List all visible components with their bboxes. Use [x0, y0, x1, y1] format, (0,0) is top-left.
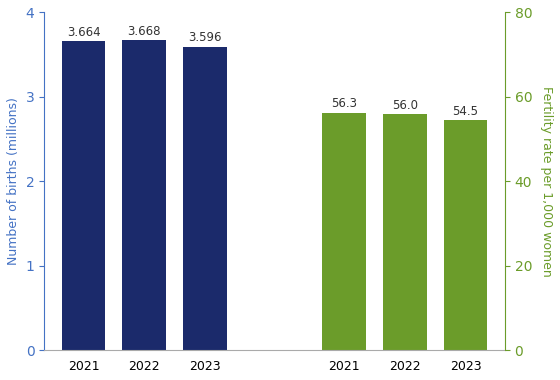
- Bar: [122, 41, 166, 350]
- Text: 56.0: 56.0: [392, 99, 418, 112]
- Bar: [323, 112, 366, 350]
- Y-axis label: Fertility rate per 1,000 women: Fertility rate per 1,000 women: [540, 86, 553, 277]
- Bar: [183, 47, 227, 350]
- Text: 54.5: 54.5: [452, 105, 478, 118]
- Text: 56.3: 56.3: [331, 97, 357, 111]
- Bar: [383, 114, 427, 350]
- Text: 3.596: 3.596: [188, 32, 222, 44]
- Bar: [444, 120, 487, 350]
- Bar: [62, 41, 105, 350]
- Y-axis label: Number of births (millions): Number of births (millions): [7, 97, 20, 265]
- Text: 3.668: 3.668: [127, 25, 161, 38]
- Text: 3.664: 3.664: [67, 26, 100, 39]
